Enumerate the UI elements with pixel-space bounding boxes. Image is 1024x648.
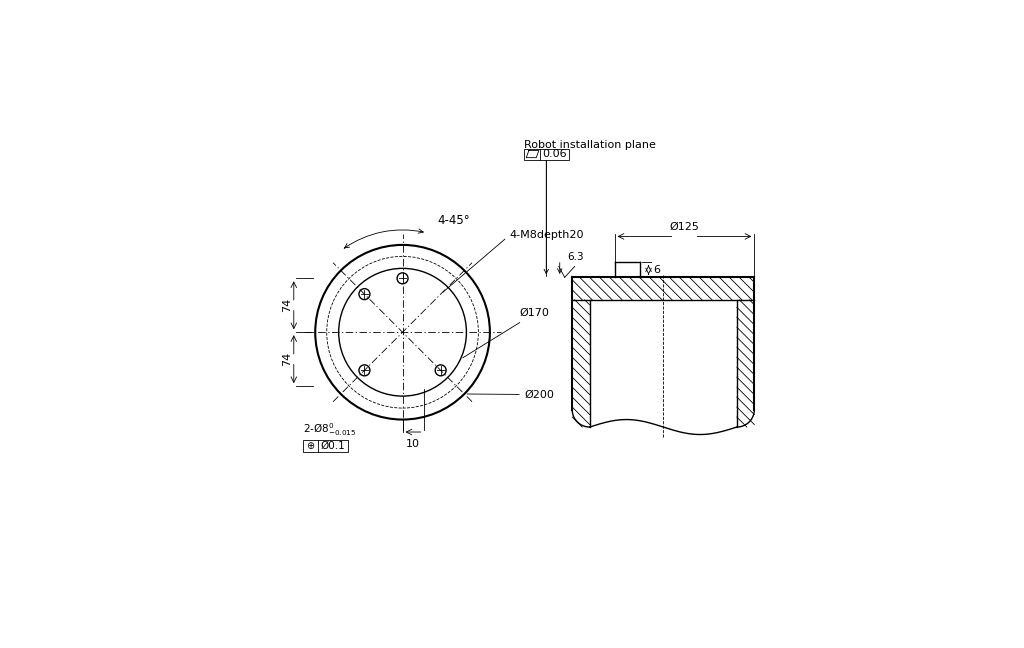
Text: 6: 6: [653, 265, 660, 275]
Text: 74: 74: [283, 298, 292, 312]
Text: ⊕: ⊕: [306, 441, 314, 451]
Text: 74: 74: [283, 352, 292, 366]
Text: 4-45°: 4-45°: [437, 214, 470, 227]
Text: Ø0.1: Ø0.1: [321, 441, 345, 451]
FancyBboxPatch shape: [303, 440, 348, 452]
Text: Ø170: Ø170: [463, 308, 550, 358]
Text: Robot installation plane: Robot installation plane: [524, 139, 655, 150]
Text: 10: 10: [407, 439, 420, 448]
FancyBboxPatch shape: [524, 148, 568, 159]
Text: 6.3: 6.3: [567, 252, 584, 262]
Text: Ø125: Ø125: [670, 222, 699, 232]
Text: 2-Ø8$^{0}_{-0.015}$: 2-Ø8$^{0}_{-0.015}$: [303, 421, 356, 438]
Text: Ø200: Ø200: [467, 389, 555, 400]
Text: 4-M8depth20: 4-M8depth20: [442, 230, 585, 292]
Text: 0.06: 0.06: [542, 149, 566, 159]
